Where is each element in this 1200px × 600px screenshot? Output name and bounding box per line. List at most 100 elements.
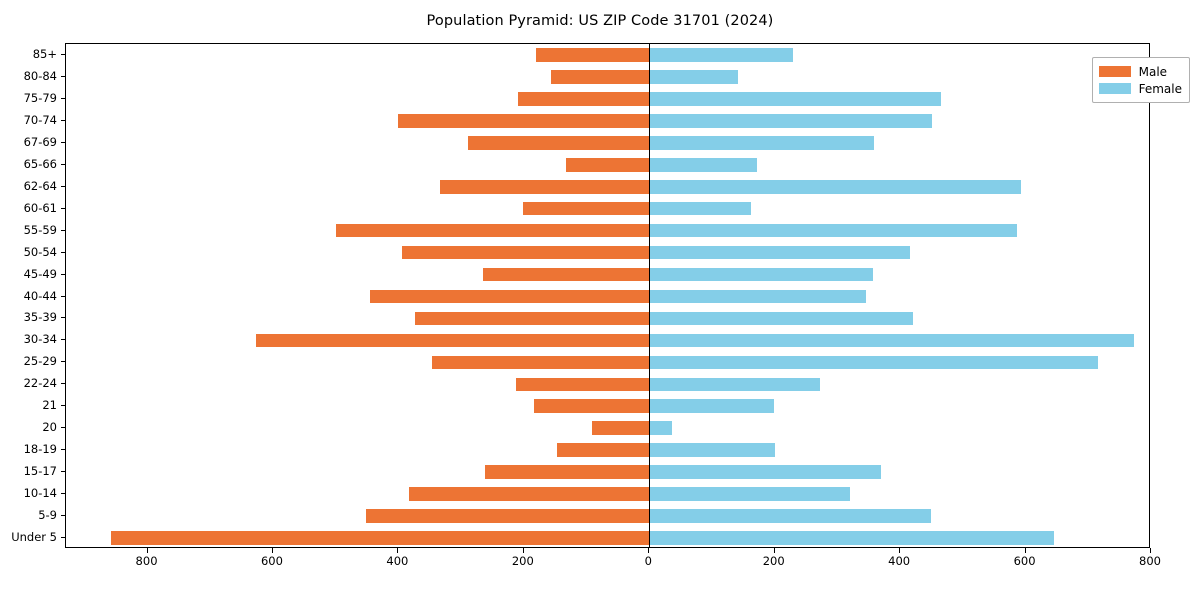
bar-row: [66, 223, 1149, 238]
bar-row: [66, 289, 1149, 304]
x-tick-label: 600: [1013, 554, 1036, 568]
bar-female: [649, 223, 1018, 238]
y-axis-tick-marks: [61, 43, 66, 548]
x-tick-mark: [522, 548, 524, 553]
bar-row: [66, 311, 1149, 326]
bar-row: [66, 201, 1149, 216]
bar-male: [335, 223, 650, 238]
bar-male: [483, 267, 650, 282]
y-tick-label: 35-39: [23, 310, 57, 325]
bar-female: [649, 92, 941, 106]
x-tick-label: 800: [135, 554, 158, 568]
y-tick-mark: [61, 273, 65, 275]
x-tick-label: 200: [511, 554, 534, 568]
bar-female: [649, 333, 1135, 348]
y-tick-label: 55-59: [23, 222, 57, 237]
y-tick-mark: [61, 141, 65, 143]
bar-male: [533, 399, 650, 414]
bar-female: [649, 311, 913, 326]
x-tick-label: 0: [644, 554, 652, 568]
bar-male: [565, 157, 650, 172]
legend-label: Male: [1138, 64, 1168, 79]
bar-male: [415, 311, 650, 326]
bar-male: [523, 201, 650, 216]
y-tick-label: 75-79: [23, 90, 57, 105]
bar-male: [557, 443, 650, 457]
y-tick-label: 5-9: [38, 508, 57, 523]
y-tick-label: 25-29: [23, 354, 57, 369]
x-axis-tick-labels: 800 600 400 200 0 200 400 600 800: [65, 554, 1161, 574]
y-tick-label: 50-54: [23, 244, 57, 259]
y-tick-mark: [61, 317, 65, 319]
legend-entry-male[interactable]: Male: [1098, 63, 1182, 80]
bar-male: [256, 333, 650, 348]
bar-female: [649, 421, 673, 436]
bar-female: [649, 70, 739, 84]
y-tick-mark: [61, 53, 65, 55]
bar-female: [649, 245, 911, 260]
legend-entry-female[interactable]: Female: [1098, 80, 1182, 97]
y-tick-label: 15-17: [23, 464, 57, 479]
bar-row: [66, 509, 1149, 523]
bar-female: [649, 267, 874, 282]
bar-row: [66, 487, 1149, 501]
bar-female: [649, 377, 820, 392]
y-tick-mark: [61, 251, 65, 253]
y-tick-label: 10-14: [23, 486, 57, 501]
bar-female: [649, 179, 1021, 194]
bar-row: [66, 443, 1149, 457]
y-tick-label: 67-69: [23, 134, 57, 149]
bar-male: [517, 92, 650, 106]
bar-row: [66, 135, 1149, 150]
y-tick-label: 65-66: [23, 156, 57, 171]
x-tick-label: 800: [1139, 554, 1161, 568]
bar-male: [110, 531, 650, 545]
y-tick-mark: [61, 229, 65, 231]
bar-row: [66, 421, 1149, 436]
bar-row: [66, 267, 1149, 282]
y-tick-mark: [61, 449, 65, 451]
bar-male: [409, 487, 650, 501]
chart-legend: Male Female: [1091, 57, 1190, 103]
bar-row: [66, 92, 1149, 106]
x-tick-mark: [899, 548, 901, 553]
y-tick-label: 18-19: [23, 442, 57, 457]
y-tick-label: 20: [42, 420, 57, 435]
y-tick-label: 62-64: [23, 178, 57, 193]
bar-row: [66, 157, 1149, 172]
bar-male: [550, 70, 650, 84]
bar-female: [649, 487, 850, 501]
bars-layer: [66, 44, 1149, 547]
bar-female: [649, 48, 793, 62]
y-tick-mark: [61, 97, 65, 99]
bar-male: [402, 245, 650, 260]
x-tick-mark: [1150, 548, 1151, 553]
bar-male: [484, 465, 650, 479]
bar-row: [66, 399, 1149, 414]
bar-female: [649, 157, 758, 172]
y-tick-mark: [61, 163, 65, 165]
y-tick-mark: [61, 493, 65, 495]
y-tick-mark: [61, 119, 65, 121]
y-axis-tick-labels: Under 5 5-9 10-14 15-17 18-19 20 21 22-24 25-29 3…: [0, 43, 57, 548]
x-tick-mark: [1024, 548, 1026, 553]
bar-female: [649, 443, 775, 457]
y-tick-label: 22-24: [23, 376, 57, 391]
x-tick-label: 200: [762, 554, 785, 568]
chart-title: Population Pyramid: US ZIP Code 31701 (2…: [426, 13, 774, 29]
bar-male: [535, 48, 650, 62]
x-tick-mark: [146, 548, 148, 553]
y-tick-label: 70-74: [23, 112, 57, 127]
zero-axis-line: [649, 44, 651, 547]
y-tick-mark: [61, 339, 65, 341]
x-tick-mark: [271, 548, 273, 553]
y-tick-label: 85+: [32, 46, 57, 61]
bar-row: [66, 531, 1149, 545]
bar-row: [66, 70, 1149, 84]
bar-female: [649, 135, 874, 150]
bar-female: [649, 399, 775, 414]
y-tick-mark: [61, 537, 65, 539]
bar-male: [365, 509, 650, 523]
bar-row: [66, 355, 1149, 370]
